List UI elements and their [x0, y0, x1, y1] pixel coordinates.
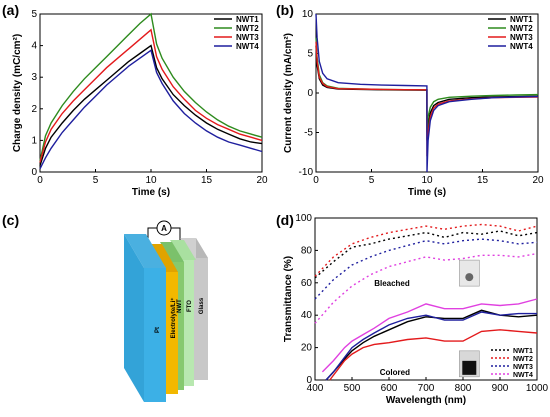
chart-b-xaxis-label: Time (s): [408, 187, 446, 198]
chart-d-ytick-label: 0: [306, 375, 312, 386]
chart-b-xtick-label: 15: [477, 175, 489, 186]
chart-d-xtick-label: 1000: [526, 383, 549, 394]
chart-b-xtick-label: 0: [313, 175, 319, 186]
chart-b-line-nwt4: [315, 13, 539, 173]
chart-b-current-density: 0 5 10 15 20 10 5 0 -5 -10 Time (s) Current density…: [283, 9, 544, 198]
chart-a-xtick-label: 20: [256, 175, 268, 186]
layer-label-electrolyte: Electrolyte/Li⁺: [170, 298, 177, 339]
chart-d-yaxis-label: Transmittance (%): [283, 256, 294, 342]
chart-b-legend-label: NWT3: [510, 33, 533, 42]
chart-a-ytick-label: 5: [31, 9, 37, 20]
chart-a-line-nwt4: [39, 49, 263, 170]
chart-d-legend-label: NWT4: [513, 372, 533, 379]
layer-label-pt: Pt: [155, 327, 161, 333]
chart-d-ytick-label: 40: [301, 310, 313, 321]
chart-a-xtick-label: 0: [37, 175, 43, 186]
chart-a-ytick-label: 3: [31, 72, 37, 83]
chart-d-bleached-line-nwt3: [314, 238, 538, 300]
chart-d-xtick-label: 800: [455, 383, 472, 394]
layer-label-glass: Glass: [199, 297, 205, 314]
chart-a-yaxis-label: Charge density (mC/cm²): [12, 34, 23, 152]
chart-a-ytick-label: 1: [31, 135, 37, 146]
chart-b-xtick-label: 10: [421, 175, 433, 186]
chart-d-bleached-sample-photo: [459, 259, 480, 287]
chart-d-colored-line-nwt4: [321, 298, 538, 373]
chart-a-xtick-label: 5: [93, 175, 99, 186]
chart-d-xtick-label: 400: [307, 383, 324, 394]
diagram-c-device-schematic: A Pt Electrolyte/Li⁺ NWT FTO Glass: [124, 220, 208, 402]
chart-b-yaxis-label: Current density (mA/cm²): [283, 33, 294, 153]
panel-label-a: (a): [2, 2, 20, 18]
chart-a-line-nwt2: [39, 12, 263, 162]
chart-a-ytick-label: 0: [31, 167, 37, 178]
chart-a-line-nwt3: [39, 28, 263, 163]
chart-d-ytick-label: 80: [301, 245, 313, 256]
chart-a-legend-label: NWT1: [236, 15, 259, 24]
chart-d-ytick-label: 60: [301, 278, 313, 289]
chart-d-colored-line-nwt3: [325, 311, 537, 381]
layer-fto: [170, 240, 196, 386]
panel-label-b: (b): [276, 2, 294, 18]
chart-d-legend-label: NWT2: [513, 356, 533, 363]
chart-a-xtick-label: 15: [201, 175, 213, 186]
chart-d-xtick-label: 500: [344, 383, 361, 394]
chart-d-annotation-colored: Colored: [380, 368, 410, 377]
chart-b-xtick-label: 5: [369, 175, 375, 186]
chart-d-legend-label: NWT1: [513, 348, 533, 355]
layer-label-nwt: NWT: [177, 299, 183, 313]
chart-a-xaxis-label: Time (s): [132, 187, 170, 198]
layer-electrolyte: [150, 244, 178, 394]
chart-b-ytick-label: 0: [307, 88, 313, 99]
layer-label-fto: FTO: [187, 300, 193, 312]
chart-d-ytick-label: 20: [301, 343, 313, 354]
chart-a-line-nwt1: [39, 44, 263, 166]
chart-d-xtick-label: 600: [381, 383, 398, 394]
ammeter-label: A: [161, 224, 167, 233]
panel-label-d: (d): [276, 212, 294, 228]
chart-a-legend-label: NWT2: [236, 24, 259, 33]
ammeter-icon: [156, 220, 172, 236]
chart-a-charge-density: 0 5 10 15 20 0 1 2 3 4 5 Time (s) Charge density (mC…: [12, 9, 268, 198]
chart-a-xtick-label: 10: [145, 175, 157, 186]
chart-b-ytick-label: 10: [302, 9, 314, 20]
chart-a-ytick-label: 4: [31, 41, 37, 52]
layer-glass: [180, 238, 208, 380]
chart-d-bleached-line-nwt1: [314, 230, 538, 279]
layer-pt: [124, 234, 166, 402]
chart-b-legend-label: NWT2: [510, 24, 533, 33]
chart-d-annotation-bleached: Bleached: [374, 279, 410, 288]
chart-a-ytick-label: 2: [31, 104, 37, 115]
chart-d-colored-sample-film: [462, 360, 477, 375]
chart-b-ytick-label: -10: [299, 167, 314, 178]
chart-b-xtick-label: 20: [532, 175, 544, 186]
chart-d-bleached-line-nwt4: [314, 252, 538, 324]
panel-label-c: (c): [2, 212, 20, 228]
chart-d-xtick-label: 900: [492, 383, 509, 394]
chart-d-bleached-line-nwt2: [314, 223, 538, 277]
chart-d-colored-line-nwt2: [329, 329, 538, 381]
chart-d-ytick-label: 100: [295, 213, 312, 224]
chart-d-transmittance: 400 500 600 700 800 900 1000 0 20 40 60 80 100 Wavele…: [283, 213, 549, 406]
chart-b-ytick-label: 5: [307, 49, 313, 60]
chart-d-xtick-label: 700: [418, 383, 435, 394]
chart-d-xaxis-label: Wavelength (nm): [386, 395, 466, 406]
chart-a-legend-label: NWT4: [236, 42, 259, 51]
chart-d-legend-label: NWT3: [513, 364, 533, 371]
chart-d-colored-line-nwt1: [325, 309, 538, 381]
chart-d-bleached-sample-mark: [465, 273, 474, 282]
chart-b-legend-label: NWT4: [510, 42, 533, 51]
chart-a-legend-label: NWT3: [236, 33, 259, 42]
chart-b-ytick-label: -5: [304, 128, 313, 139]
chart-b-legend-label: NWT1: [510, 15, 533, 24]
